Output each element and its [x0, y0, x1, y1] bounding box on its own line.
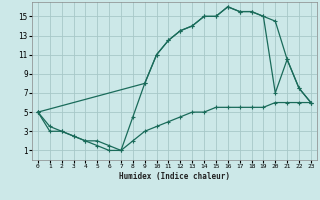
X-axis label: Humidex (Indice chaleur): Humidex (Indice chaleur): [119, 172, 230, 181]
